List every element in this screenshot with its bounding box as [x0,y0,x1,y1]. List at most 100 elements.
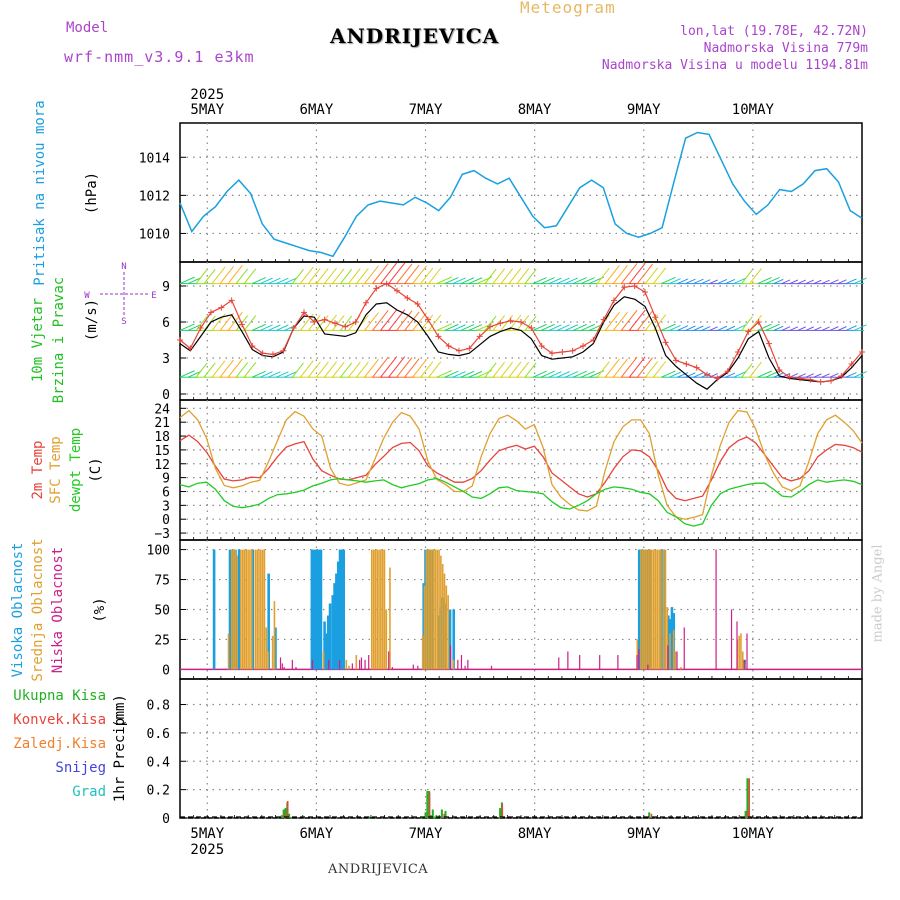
high-cloud-bar [237,549,241,670]
wind-barb [388,309,406,331]
wind-speed-marker [745,328,752,335]
wind-speed-marker [394,287,400,294]
wind-barb [412,312,427,331]
wind-barb [636,263,653,284]
wind-barb [324,361,337,378]
precip-conv-bar [748,778,750,818]
wind-barb [235,268,249,284]
mid-cloud-bar [240,549,242,670]
mid-cloud-bar [443,573,446,670]
wind-barb [612,311,628,331]
y-tick-label-wind: 6 [162,316,170,331]
wind-speed-marker [735,349,741,355]
wind-speed-marker [239,321,245,328]
mid-cloud-bar [664,549,667,670]
low-cloud-bar [730,609,733,670]
precip-conv-bar [283,813,285,818]
model-name: wrf-nmm_v3.9.1 e3km [64,48,255,66]
high-cloud-bar [319,549,323,670]
mid-cloud-bar [250,549,253,670]
wind-speed-marker [208,309,214,316]
high-cloud-bar [323,621,326,670]
temp-2m-label: 2m Temp [30,440,46,499]
mid-cloud-bar [427,549,429,670]
wind-barb [845,372,857,378]
day-label-top: 6MAY [300,102,334,118]
wind-barb [596,361,610,378]
precip-label: 1hr Precip [112,718,128,802]
wind-barb [580,277,595,285]
precip-legend-item: Ukupna Kisa [13,688,106,704]
wind-speed-marker [755,319,762,325]
y-tick-label-temperature: 9 [162,472,170,487]
wind-barb [693,372,704,378]
mid-cloud-bar [355,655,358,670]
wind-speed-marker [549,350,555,357]
mid-cloud-bar [322,651,325,670]
wind-barb [548,324,562,331]
compass-west: W [84,291,90,301]
mid-cloud-bar [230,549,233,670]
wind-barb [532,370,547,378]
precip-total-bar [440,809,443,818]
y-tick-label-precip: 0.2 [147,784,170,799]
wind-barb [524,315,537,331]
model-elevation-label: Nadmorska Visina u modelu 1194.81m [601,58,868,73]
low-cloud-bar [743,659,745,670]
mid-cloud-bar [674,651,677,670]
wind-barb [380,262,398,284]
wind-barb [404,358,420,378]
wind-barb [340,268,353,284]
mid-cloud-bar [656,549,659,670]
wind-barb [821,373,830,378]
wind-barb [749,268,762,284]
wind-barb [284,277,298,285]
wind-barb [717,325,728,331]
mid-cloud-bar [651,549,653,670]
wind-barb [243,268,257,284]
low-cloud-bar [360,657,363,670]
wind-barb [412,265,427,284]
compass-south: S [121,317,126,327]
mid-cloud-bar [241,549,244,670]
wind-speed-marker [425,316,431,323]
day-label-top: 7MAY [409,102,443,118]
y-tick-label-temperature: 24 [154,402,170,417]
product-title: Meteogram [520,0,616,17]
wind-barb [701,326,711,331]
wind-barb [404,264,420,284]
y-tick-label-pressure: 1014 [139,151,170,166]
wind-barb [556,277,570,285]
wind-barb [252,277,266,285]
wind-speed-marker [797,375,803,382]
mid-cloud-bar [666,607,669,670]
mid-cloud-bar [430,549,433,670]
mid-cloud-bar [741,651,744,670]
wind-speed-marker [817,379,824,385]
high-cloud-bar [267,573,270,670]
wind-speed-marker [197,325,204,331]
low-cloud-bar [457,659,459,670]
wind-barb [404,311,420,331]
low-cloud-bar [417,665,419,670]
wind-barb [372,310,389,331]
temperature-line-1 [179,409,863,520]
high-cloud-bar [333,583,336,670]
mid-cloud-bar [267,651,269,670]
wind-barb [548,371,562,378]
wind-barb [845,325,857,331]
low-cloud-bar [388,651,390,670]
precip-legend-item: Zaledj.Kisa [13,736,106,752]
wind-barb [219,266,234,284]
wind-barb [195,362,208,378]
y-tick-label-temperature: −3 [154,527,170,542]
day-label-top: 8MAY [518,102,552,118]
wind-barb [268,277,281,285]
wind-barb [436,370,453,378]
wind-barb [444,370,459,378]
mid-cloud-bar [271,635,274,670]
station-title: ANDRIJEVICA [330,24,500,48]
wind-speed-marker [859,349,865,355]
wind-barb [620,356,638,378]
wind-barb [644,267,659,284]
